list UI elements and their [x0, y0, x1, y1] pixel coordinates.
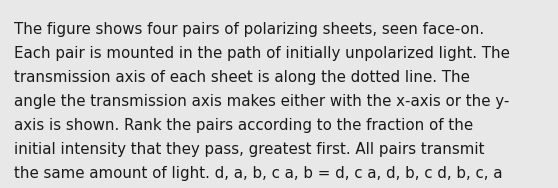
- Text: initial intensity that they pass, greatest first. All pairs transmit: initial intensity that they pass, greate…: [14, 142, 484, 157]
- Text: the same amount of light. d, a, b, c a, b = d, c a, d, b, c d, b, c, a: the same amount of light. d, a, b, c a, …: [14, 166, 503, 181]
- Text: transmission axis of each sheet is along the dotted line. The: transmission axis of each sheet is along…: [14, 70, 470, 85]
- Text: The figure shows four pairs of polarizing sheets, seen face-on.: The figure shows four pairs of polarizin…: [14, 22, 484, 37]
- Text: Each pair is mounted in the path of initially unpolarized light. The: Each pair is mounted in the path of init…: [14, 46, 510, 61]
- Text: axis is shown. Rank the pairs according to the fraction of the: axis is shown. Rank the pairs according …: [14, 118, 473, 133]
- Text: angle the transmission axis makes either with the x-axis or the y-: angle the transmission axis makes either…: [14, 94, 509, 109]
